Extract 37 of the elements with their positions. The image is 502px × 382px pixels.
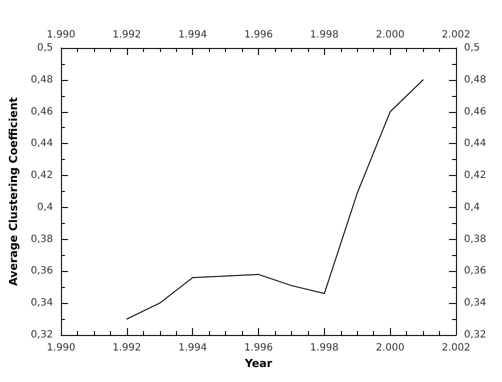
line-series <box>126 79 424 320</box>
x2-tick-label: 1.996 <box>244 30 273 40</box>
y2-tick-label: 0,42 <box>464 170 486 182</box>
y-tick-label: 0,4 <box>37 202 53 213</box>
x2-tick-label: 2.002 <box>442 30 470 40</box>
y-tick-label: 0,32 <box>30 330 53 340</box>
y2-tick-label: 0,44 <box>464 138 486 150</box>
y-tick-label: 0,34 <box>30 298 53 309</box>
y2-tick-label: 0,32 <box>464 330 486 340</box>
x2-tick-label: 2.000 <box>376 30 404 40</box>
y-tick-label: 0,5 <box>37 42 53 54</box>
y-tick-label: 0,44 <box>30 138 53 150</box>
y-tick-label: 0,38 <box>30 234 53 245</box>
x-tick-label: 2.002 <box>442 342 470 354</box>
x2-tick-label: 1.990 <box>46 30 76 40</box>
x-tick-label: 2.000 <box>376 342 404 354</box>
y2-tick-label: 0,48 <box>464 74 486 86</box>
x-tick-label: 1.998 <box>310 342 339 354</box>
x-tick-label: 1.990 <box>46 342 76 354</box>
y2-tick-label: 0,4 <box>464 202 480 213</box>
x-tick-label: 1.994 <box>178 342 207 354</box>
x-tick-label: 1.996 <box>244 342 273 354</box>
y-tick-label: 0,48 <box>30 74 53 86</box>
y2-tick-label: 0,5 <box>464 42 480 54</box>
y-tick-label: 0,46 <box>30 106 53 118</box>
x-axis-title: Year <box>244 356 273 370</box>
y2-tick-label: 0,38 <box>464 234 486 245</box>
x2-tick-label: 1.994 <box>178 30 207 40</box>
x2-tick-label: 1.998 <box>310 30 339 40</box>
x2-tick-label: 1.992 <box>112 30 142 40</box>
y2-tick-label: 0,46 <box>464 106 486 118</box>
x-tick-label: 1.992 <box>112 342 142 354</box>
y2-tick-label: 0,36 <box>464 266 486 277</box>
y-axis-title: Average Clustering Coefficient <box>7 97 20 286</box>
y-tick-label: 0,42 <box>30 170 53 182</box>
y2-tick-label: 0,34 <box>464 298 486 309</box>
y-tick-label: 0,36 <box>30 266 53 277</box>
